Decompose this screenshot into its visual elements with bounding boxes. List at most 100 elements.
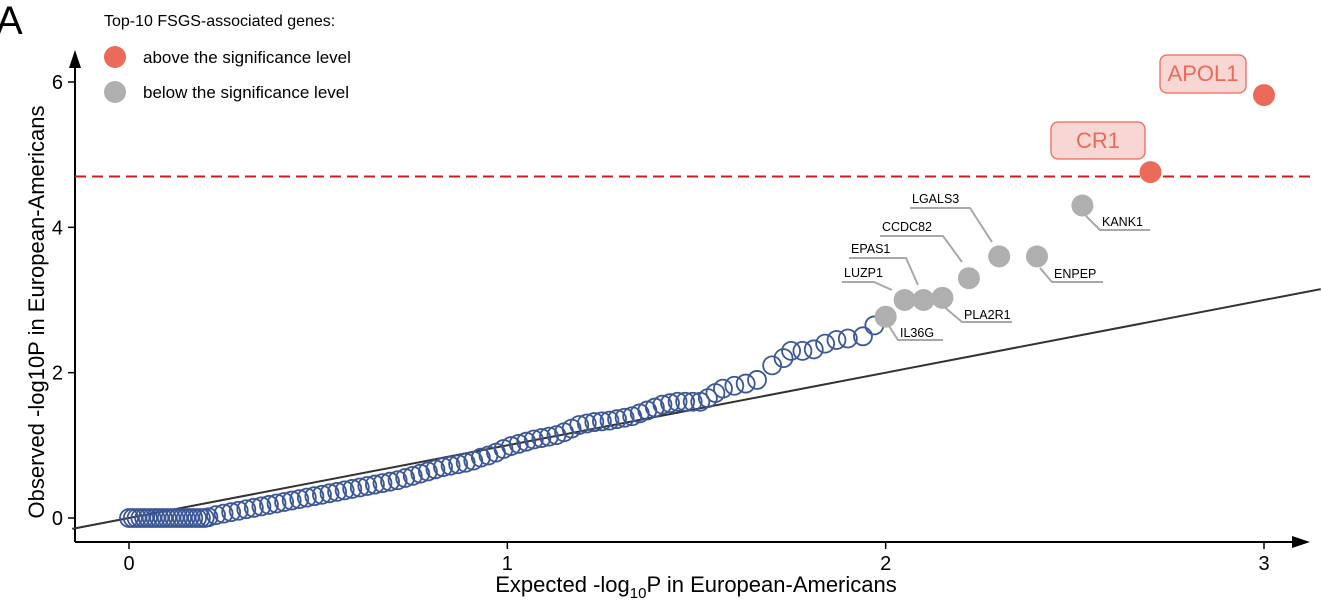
data-point [402, 465, 423, 486]
gene-point [874, 305, 897, 328]
data-point [455, 452, 476, 473]
data-point [312, 484, 332, 505]
gene-leader-line [880, 235, 963, 263]
data-point [334, 480, 355, 501]
panel-label: A [0, 0, 23, 43]
gene-label: APOL1 [1168, 61, 1239, 86]
data-point [652, 394, 673, 415]
legend-swatch-above [104, 46, 126, 68]
data-point [531, 428, 552, 448]
gene-point [1253, 84, 1275, 107]
data-point [417, 461, 438, 482]
x-axis-label-prefix: Expected -log [495, 572, 630, 597]
background-points [119, 315, 885, 528]
data-point [592, 411, 612, 432]
data-point [508, 433, 529, 454]
data-point [837, 328, 858, 349]
data-point [584, 412, 605, 432]
data-point [259, 495, 279, 515]
y-tick-label: 2 [52, 363, 63, 385]
gene-point [1026, 245, 1048, 268]
data-point [365, 474, 385, 495]
legend-swatch-below [104, 81, 126, 103]
gene-point [912, 289, 935, 311]
gene-leader-line [1085, 215, 1150, 231]
x-tick-label: 0 [123, 553, 134, 575]
data-point [501, 436, 522, 456]
data-point [206, 505, 226, 525]
data-point [425, 459, 446, 480]
data-point [569, 415, 590, 435]
legend-label-below: below the significance level [143, 83, 349, 102]
highlighted-genes: APOL1 CR1 KANK1 ENPEP LGALS3 CCDC82 PLA2R1 EPAS… [842, 54, 1275, 341]
data-point [448, 454, 469, 475]
x-tick-label: 2 [880, 553, 891, 575]
x-tick-label: 1 [502, 553, 513, 575]
data-point [803, 339, 824, 360]
data-point [576, 413, 597, 434]
data-point [713, 378, 733, 399]
data-point [747, 370, 767, 390]
data-point [599, 410, 620, 431]
data-point [372, 473, 393, 494]
data-point [433, 457, 453, 478]
data-point [781, 340, 801, 361]
data-point [289, 489, 310, 510]
gene-point [988, 245, 1011, 268]
data-point [213, 503, 234, 524]
gene-leader-line [910, 207, 993, 243]
gene-label: IL36G [900, 326, 934, 340]
y-axis-arrowhead [69, 50, 81, 68]
data-point [274, 492, 295, 512]
legend-title: Top-10 FSGS-associated genes: [104, 13, 335, 30]
legend-label-above: above the significance level [143, 48, 351, 67]
axes: 0 1 2 3 0 2 4 6 [52, 50, 1310, 575]
gene-label: LUZP1 [844, 266, 883, 280]
y-tick-label: 6 [52, 72, 63, 94]
data-point [327, 481, 347, 502]
data-point [675, 391, 696, 412]
data-point [198, 507, 219, 528]
gene-point [957, 267, 980, 290]
gene-point [931, 286, 954, 309]
data-point [762, 355, 783, 376]
data-point [243, 497, 264, 518]
data-point [826, 330, 847, 350]
gene-leader-line [1039, 267, 1103, 283]
data-point [281, 490, 302, 511]
gene-label: EPAS1 [851, 242, 890, 256]
gene-label: CR1 [1076, 128, 1120, 153]
y-axis-label: Observed -log10P in European-Americans [24, 106, 49, 519]
data-point [470, 447, 491, 468]
x-tick-label: 3 [1258, 553, 1269, 575]
data-point [387, 470, 408, 491]
data-point [395, 468, 416, 488]
data-point [516, 431, 537, 452]
x-axis-label-subscript: 10 [630, 585, 647, 602]
data-point [735, 373, 756, 394]
data-point [342, 479, 363, 499]
gene-point [1139, 161, 1162, 184]
gene-leader-line [849, 257, 919, 286]
data-point [380, 471, 400, 492]
gene-leader-line [941, 304, 1012, 323]
data-point [410, 463, 431, 484]
y-tick-label: 0 [52, 508, 63, 530]
data-point [792, 340, 813, 361]
chart-legend: Top-10 FSGS-associated genes: above the … [104, 13, 351, 103]
data-point [228, 500, 249, 521]
gene-callout-box [1050, 121, 1146, 160]
data-point [667, 391, 688, 412]
gene-callout-box [1159, 54, 1247, 94]
x-axis-arrowhead [1292, 536, 1310, 548]
gene-label: KANK1 [1102, 215, 1143, 229]
gene-label: PLA2R1 [964, 308, 1011, 322]
data-point [724, 375, 745, 396]
x-axis-label: Expected -log10P in European-Americans [495, 572, 897, 602]
data-point [251, 496, 272, 517]
gene-point [1071, 194, 1094, 217]
gene-label: CCDC82 [882, 220, 932, 234]
data-point [236, 499, 257, 520]
data-point [221, 502, 242, 523]
